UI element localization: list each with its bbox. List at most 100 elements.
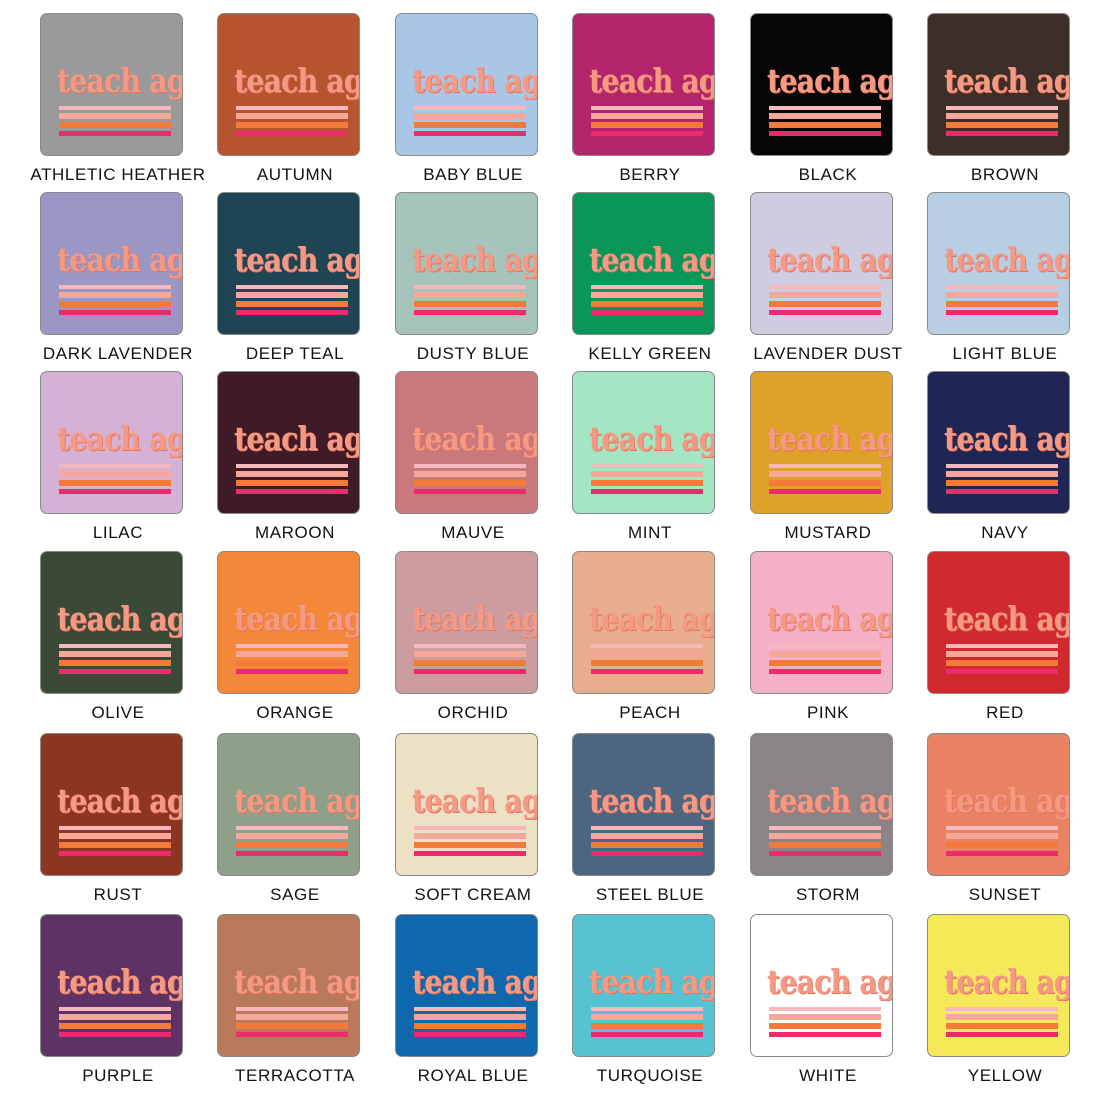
color-swatch-card[interactable]: teach ag ATHLETIC HEATHER [29, 13, 207, 195]
shirt-color-swatch[interactable]: teach ag [572, 371, 715, 514]
color-swatch-card[interactable]: teach ag NAVY [916, 371, 1094, 553]
shirt-color-swatch[interactable]: teach ag [927, 13, 1070, 156]
teach-ag-design-graphic: teach ag [944, 600, 1069, 676]
color-swatch-card[interactable]: teach ag RUST [29, 733, 207, 915]
design-text: teach ag [412, 240, 538, 279]
color-swatch-card[interactable]: teach ag DUSTY BLUE [384, 192, 562, 374]
shirt-color-swatch[interactable]: teach ag [40, 13, 183, 156]
color-swatch-card[interactable]: teach ag STORM [739, 733, 917, 915]
color-swatch-card[interactable]: teach ag BABY BLUE [384, 13, 562, 195]
shirt-color-swatch[interactable]: teach ag [750, 13, 893, 156]
color-swatch-card[interactable]: teach ag MUSTARD [739, 371, 917, 553]
color-swatch-card[interactable]: teach ag MAROON [206, 371, 384, 553]
shirt-color-swatch[interactable]: teach ag [750, 371, 893, 514]
color-swatch-card[interactable]: teach ag LAVENDER DUST [739, 192, 917, 374]
shirt-color-swatch[interactable]: teach ag [217, 551, 360, 694]
shirt-color-swatch[interactable]: teach ag [750, 914, 893, 1057]
shirt-color-swatch[interactable]: teach ag [927, 733, 1070, 876]
color-swatch-card[interactable]: teach ag SUNSET [916, 733, 1094, 915]
shirt-color-swatch[interactable]: teach ag [40, 733, 183, 876]
color-swatch-card[interactable]: teach ag BROWN [916, 13, 1094, 195]
color-swatch-card[interactable]: teach ag PURPLE [29, 914, 207, 1096]
color-swatch-card[interactable]: teach ag PEACH [561, 551, 739, 733]
shirt-color-swatch[interactable]: teach ag [217, 733, 360, 876]
color-swatch-card[interactable]: teach ag SAGE [206, 733, 384, 915]
shirt-color-swatch[interactable]: teach ag [395, 371, 538, 514]
color-swatch-card[interactable]: teach ag RED [916, 551, 1094, 733]
color-swatch-card[interactable]: teach ag PINK [739, 551, 917, 733]
shirt-color-swatch[interactable]: teach ag [217, 192, 360, 335]
shirt-color-swatch[interactable]: teach ag [395, 551, 538, 694]
design-stripe [769, 310, 881, 315]
color-swatch-card[interactable]: teach ag DEEP TEAL [206, 192, 384, 374]
shirt-color-swatch[interactable]: teach ag [40, 371, 183, 514]
design-stripe [946, 826, 1058, 830]
color-swatch-card[interactable]: teach ag ORANGE [206, 551, 384, 733]
design-stripe [59, 842, 171, 848]
shirt-color-swatch[interactable]: teach ag [40, 551, 183, 694]
shirt-color-swatch[interactable]: teach ag [395, 192, 538, 335]
color-swatch-card[interactable]: teach ag MAUVE [384, 371, 562, 553]
color-swatch-card[interactable]: teach ag TURQUOISE [561, 914, 739, 1096]
teach-ag-design-graphic: teach ag [944, 782, 1069, 858]
swatch-color-name: SAGE [270, 885, 320, 904]
design-stripe [591, 1023, 703, 1029]
shirt-color-swatch[interactable]: teach ag [750, 551, 893, 694]
swatch-color-name: DUSTY BLUE [416, 344, 530, 363]
color-swatch-card[interactable]: teach ag ROYAL BLUE [384, 914, 562, 1096]
design-stripe [59, 464, 171, 468]
design-stripe [59, 113, 171, 119]
design-stripe [59, 1023, 171, 1029]
color-swatch-card[interactable]: teach ag TERRACOTTA [206, 914, 384, 1096]
color-swatch-card[interactable]: teach ag LILAC [29, 371, 207, 553]
design-text: teach ag [589, 962, 715, 1001]
design-stripe [236, 122, 348, 128]
design-stripe [59, 644, 171, 648]
teach-ag-design-graphic: teach ag [412, 963, 537, 1039]
color-swatch-card[interactable]: teach ag KELLY GREEN [561, 192, 739, 374]
shirt-color-swatch[interactable]: teach ag [927, 914, 1070, 1057]
shirt-color-swatch[interactable]: teach ag [217, 914, 360, 1057]
swatch-color-name: BLACK [798, 165, 858, 184]
color-swatch-card[interactable]: teach ag YELLOW [916, 914, 1094, 1096]
teach-ag-design-graphic: teach ag [767, 241, 892, 317]
shirt-color-swatch[interactable]: teach ag [40, 914, 183, 1057]
color-swatch-card[interactable]: teach ag BLACK [739, 13, 917, 195]
color-swatch-card[interactable]: teach ag AUTUMN [206, 13, 384, 195]
color-swatch-card[interactable]: teach ag LIGHT BLUE [916, 192, 1094, 374]
shirt-color-swatch[interactable]: teach ag [572, 914, 715, 1057]
color-swatch-card[interactable]: teach ag BERRY [561, 13, 739, 195]
color-swatch-card[interactable]: teach ag SOFT CREAM [384, 733, 562, 915]
color-swatch-card[interactable]: teach ag WHITE [739, 914, 917, 1096]
shirt-color-swatch[interactable]: teach ag [40, 192, 183, 335]
color-swatch-card[interactable]: teach ag OLIVE [29, 551, 207, 733]
design-stripe [414, 292, 526, 298]
shirt-color-swatch[interactable]: teach ag [750, 192, 893, 335]
design-stripe [769, 489, 881, 494]
swatch-color-name: MAUVE [441, 523, 505, 542]
shirt-color-swatch[interactable]: teach ag [395, 733, 538, 876]
shirt-color-swatch[interactable]: teach ag [572, 551, 715, 694]
swatch-color-name: ORCHID [437, 703, 509, 722]
shirt-color-swatch[interactable]: teach ag [395, 914, 538, 1057]
shirt-color-swatch[interactable]: teach ag [395, 13, 538, 156]
design-stripe [414, 310, 526, 315]
design-stripe [59, 851, 171, 856]
color-swatch-card[interactable]: teach ag STEEL BLUE [561, 733, 739, 915]
shirt-color-swatch[interactable]: teach ag [750, 733, 893, 876]
shirt-color-swatch[interactable]: teach ag [927, 551, 1070, 694]
shirt-color-swatch[interactable]: teach ag [572, 192, 715, 335]
design-stripe [414, 106, 526, 110]
shirt-color-swatch[interactable]: teach ag [927, 192, 1070, 335]
shirt-color-swatch[interactable]: teach ag [927, 371, 1070, 514]
color-swatch-card[interactable]: teach ag DARK LAVENDER [29, 192, 207, 374]
shirt-color-swatch[interactable]: teach ag [572, 733, 715, 876]
color-swatch-card[interactable]: teach ag ORCHID [384, 551, 562, 733]
color-swatch-card[interactable]: teach ag MINT [561, 371, 739, 553]
shirt-color-swatch[interactable]: teach ag [217, 371, 360, 514]
shirt-color-swatch[interactable]: teach ag [572, 13, 715, 156]
design-stripe [59, 285, 171, 289]
swatch-color-name: SOFT CREAM [414, 885, 532, 904]
shirt-color-swatch[interactable]: teach ag [217, 13, 360, 156]
swatch-color-name: ROYAL BLUE [417, 1066, 529, 1085]
